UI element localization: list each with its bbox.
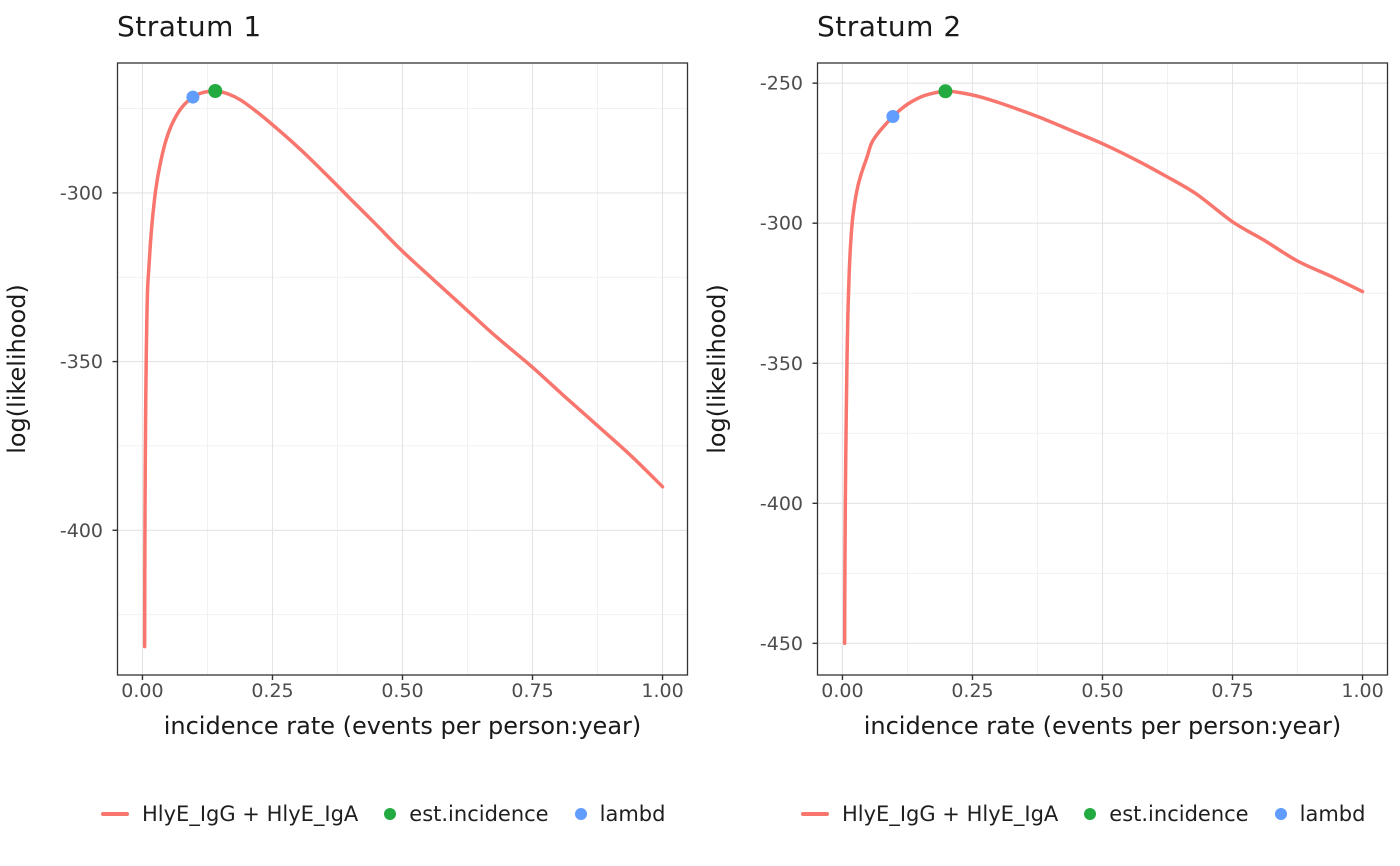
legend-stratum-2: HlyE_IgG + HlyE_IgA est.incidence lambd bbox=[700, 796, 1400, 832]
panel-block-stratum-1: Stratum 1 0.00 0.25 0.50 0.75 1.00 -300 -350 -4… bbox=[0, 10, 700, 832]
legend-item-est-incidence: est.incidence bbox=[384, 802, 549, 826]
y-tick-label: -400 bbox=[760, 493, 803, 515]
tick-marks bbox=[112, 192, 664, 680]
likelihood-curve bbox=[842, 89, 1365, 646]
x-tick-label: 0.25 bbox=[951, 680, 993, 702]
legend-est-incidence-label: est.incidence bbox=[409, 802, 549, 826]
legend-item-lambda: lambd bbox=[1274, 802, 1366, 826]
panel-title-stratum-1: Stratum 1 bbox=[117, 10, 262, 43]
y-tick-label: -450 bbox=[760, 633, 803, 655]
legend-line-key-icon bbox=[801, 812, 829, 816]
panel-block-stratum-2: Stratum 2 0.00 0.25 0.50 0.75 1.00 -250 -300 -3… bbox=[700, 0, 1400, 866]
legend-item-series: HlyE_IgG + HlyE_IgA bbox=[101, 802, 358, 826]
est-incidence-point bbox=[208, 84, 223, 99]
legend-lambda-dot-icon bbox=[574, 808, 587, 820]
plot-stratum-1: 0.00 0.25 0.50 0.75 1.00 -300 -350 -400 incidenc… bbox=[3, 62, 689, 740]
y-axis-title: log(likelihood) bbox=[703, 284, 731, 454]
y-tick-label: -300 bbox=[760, 213, 803, 235]
legend-item-series: HlyE_IgG + HlyE_IgA bbox=[801, 802, 1058, 826]
y-tick-label: -350 bbox=[760, 353, 803, 375]
x-tick-label: 1.00 bbox=[1341, 680, 1383, 702]
x-tick-label: 0.50 bbox=[1081, 680, 1123, 702]
legend-est-incidence-dot-icon bbox=[1084, 808, 1097, 820]
legend-est-incidence-dot-icon bbox=[384, 808, 397, 820]
gridlines-major bbox=[817, 63, 1388, 675]
panel-title-stratum-2: Stratum 2 bbox=[817, 10, 962, 43]
x-tick-label: 0.75 bbox=[1211, 680, 1253, 702]
est-incidence-point bbox=[938, 84, 953, 99]
y-tick-label: -300 bbox=[60, 182, 103, 204]
x-tick-label: 0.00 bbox=[121, 680, 163, 702]
legend-series-label: HlyE_IgG + HlyE_IgA bbox=[142, 802, 359, 826]
y-tick-label: -350 bbox=[60, 351, 103, 373]
y-axis-title: log(likelihood) bbox=[3, 284, 31, 454]
x-tick-label: 0.25 bbox=[251, 680, 293, 702]
legend-line-key-icon bbox=[101, 812, 129, 816]
legend-stratum-1: HlyE_IgG + HlyE_IgA est.incidence lambd bbox=[0, 796, 700, 832]
legend-lambda-label: lambd bbox=[1299, 802, 1366, 826]
x-tick-label: 1.00 bbox=[641, 680, 683, 702]
y-tick-label: -250 bbox=[760, 73, 803, 95]
x-axis-title: incidence rate (events per person:year) bbox=[864, 712, 1342, 740]
x-axis-title: incidence rate (events per person:year) bbox=[164, 712, 642, 740]
lambda-point bbox=[186, 90, 200, 104]
legend-series-label: HlyE_IgG + HlyE_IgA bbox=[842, 802, 1059, 826]
legend-lambda-label: lambd bbox=[599, 802, 666, 826]
legend-lambda-dot-icon bbox=[1274, 808, 1287, 820]
lambda-point bbox=[886, 109, 900, 123]
x-tick-label: 0.75 bbox=[511, 680, 553, 702]
legend-est-incidence-label: est.incidence bbox=[1109, 802, 1249, 826]
legend-item-lambda: lambd bbox=[574, 802, 666, 826]
plot-stratum-2: 0.00 0.25 0.50 0.75 1.00 -250 -300 -350 -400 -450… bbox=[703, 62, 1389, 740]
legend-item-est-incidence: est.incidence bbox=[1084, 802, 1249, 826]
x-tick-label: 0.50 bbox=[381, 680, 423, 702]
tick-marks bbox=[812, 82, 1364, 680]
y-tick-label: -400 bbox=[60, 520, 103, 542]
x-tick-label: 0.00 bbox=[821, 680, 863, 702]
